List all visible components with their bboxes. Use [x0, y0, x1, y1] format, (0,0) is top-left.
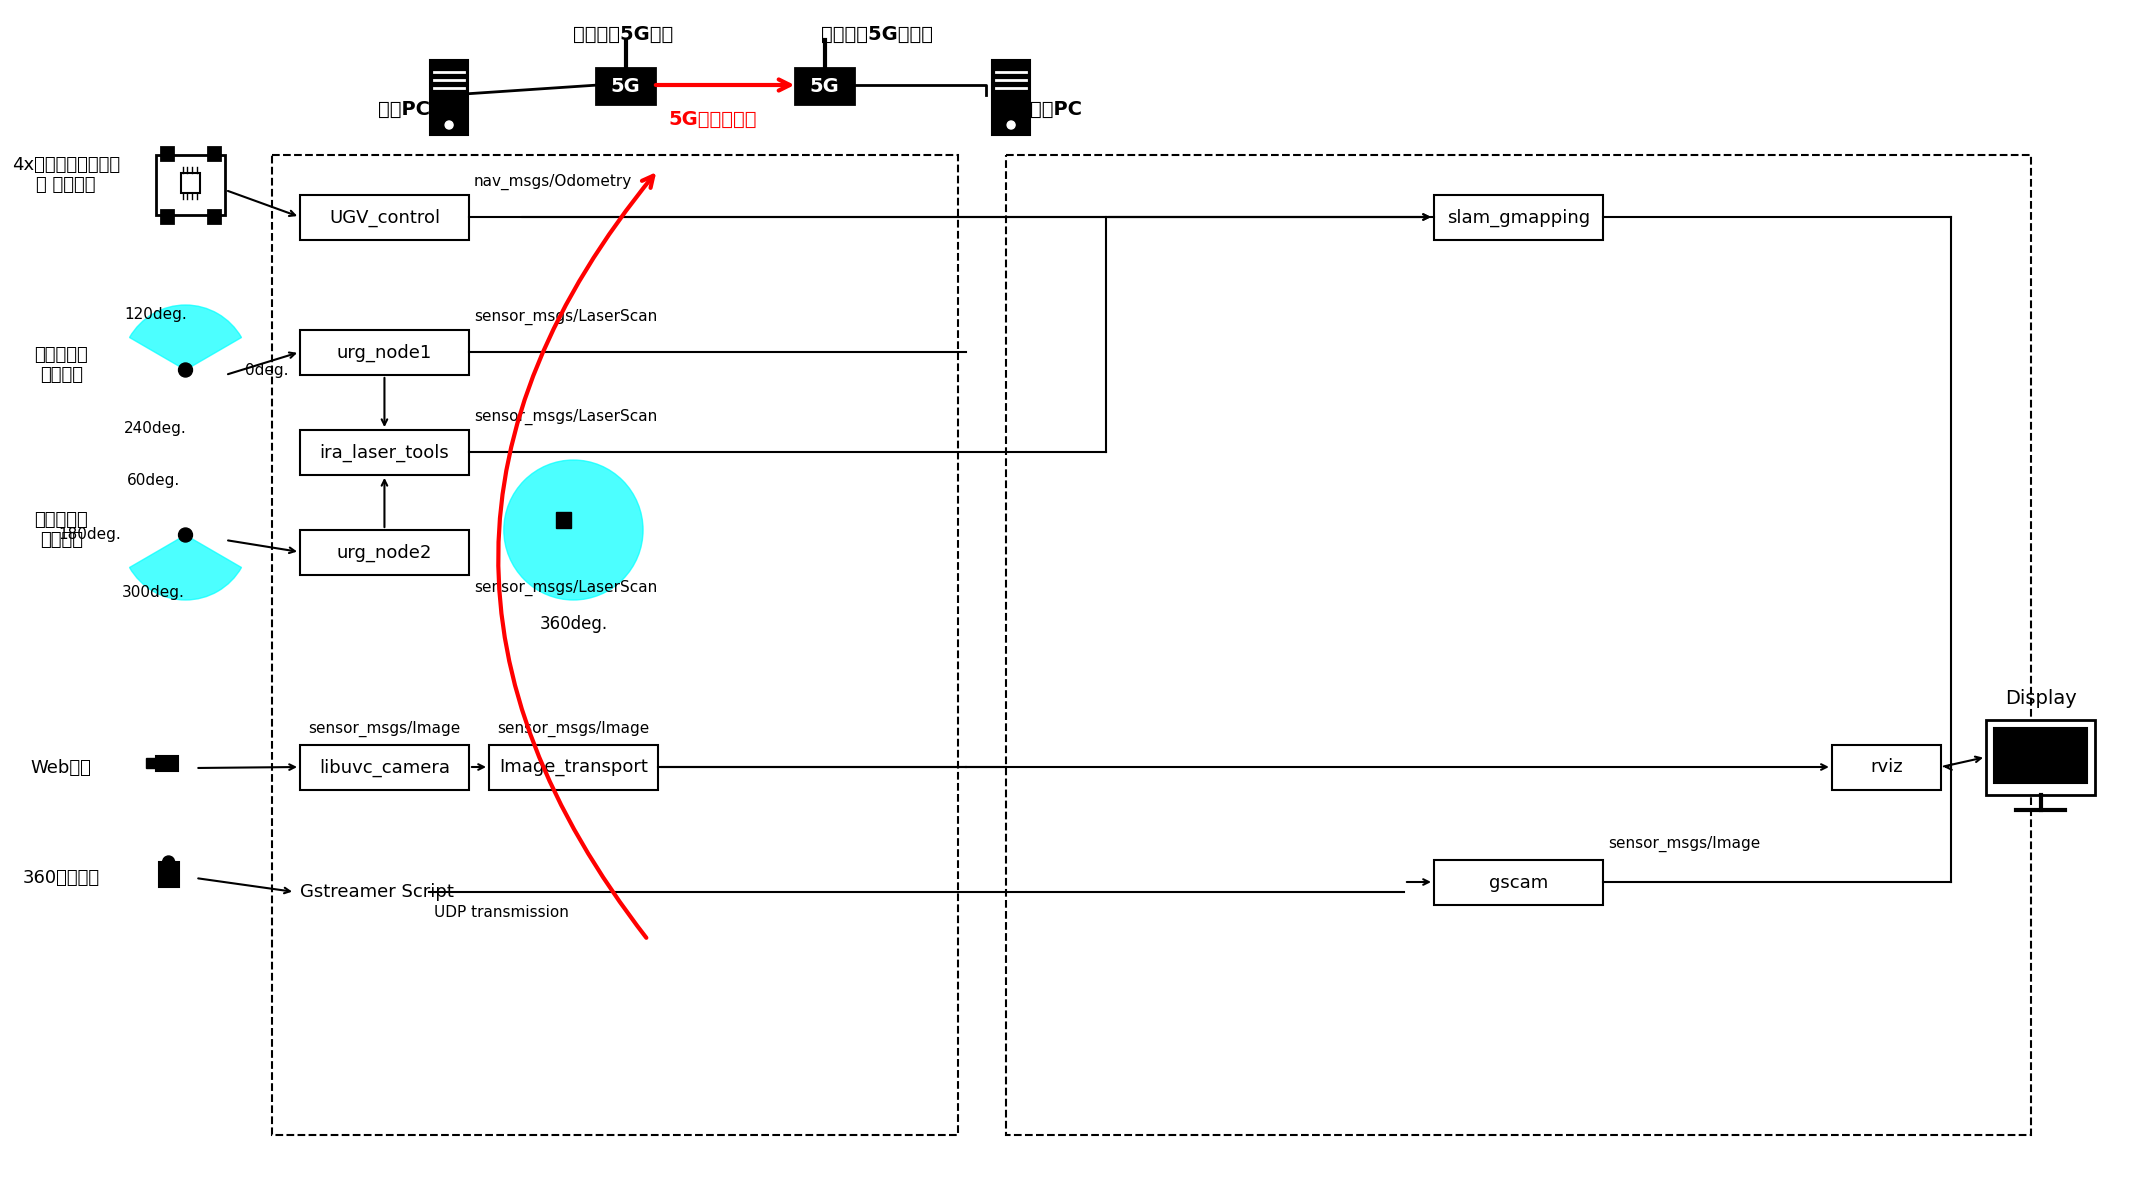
Text: sensor_msgs/LaserScan: sensor_msgs/LaserScan	[474, 580, 657, 596]
Text: sensor_msgs/Image: sensor_msgs/Image	[308, 721, 461, 737]
Circle shape	[446, 121, 452, 128]
FancyBboxPatch shape	[1831, 746, 1941, 789]
Bar	[993, 59, 1030, 136]
Text: Image_transport: Image_transport	[500, 759, 648, 776]
Text: 0deg.: 0deg.	[246, 363, 289, 377]
Text: 240deg.: 240deg.	[125, 421, 187, 435]
Text: 5G上りリンク: 5G上りリンク	[668, 111, 756, 128]
Bar	[162, 147, 172, 161]
Bar	[162, 210, 172, 224]
Text: urg_node2: urg_node2	[336, 543, 433, 561]
Text: UDP transmission: UDP transmission	[435, 905, 569, 920]
FancyBboxPatch shape	[1435, 195, 1603, 240]
FancyBboxPatch shape	[489, 746, 657, 789]
Bar	[181, 174, 200, 193]
FancyBboxPatch shape	[597, 68, 655, 103]
Bar	[155, 756, 177, 770]
Bar	[209, 147, 220, 161]
FancyBboxPatch shape	[299, 746, 470, 789]
Circle shape	[179, 528, 192, 542]
Text: 5G: 5G	[612, 76, 640, 95]
Text: Display: Display	[2005, 688, 2076, 707]
Circle shape	[1008, 121, 1015, 128]
Bar	[146, 759, 155, 768]
Bar	[159, 862, 179, 887]
FancyBboxPatch shape	[299, 331, 470, 375]
FancyBboxPatch shape	[299, 195, 470, 240]
Text: ira_laser_tools: ira_laser_tools	[319, 443, 450, 461]
Text: 車載PC: 車載PC	[379, 100, 431, 119]
Bar	[1006, 155, 2031, 1135]
Text: Gstreamer Script: Gstreamer Script	[299, 883, 454, 901]
FancyBboxPatch shape	[299, 530, 470, 575]
Text: 360deg.: 360deg.	[538, 615, 607, 633]
Text: 制御PC: 制御PC	[1030, 100, 1081, 119]
Text: 300deg.: 300deg.	[123, 585, 185, 600]
Text: Webカム: Webカム	[30, 759, 93, 776]
Text: 5G: 5G	[810, 76, 840, 95]
Text: urg_node1: urg_node1	[336, 344, 433, 361]
Bar	[209, 210, 220, 224]
Bar	[556, 512, 571, 528]
FancyBboxPatch shape	[1435, 860, 1603, 905]
Text: 60deg.: 60deg.	[127, 472, 181, 487]
Text: 測域センサ
（正面）: 測域センサ （正面）	[34, 346, 88, 384]
Text: libuvc_camera: libuvc_camera	[319, 759, 450, 776]
Text: rviz: rviz	[1870, 759, 1902, 776]
Wedge shape	[129, 535, 241, 600]
Text: slam_gmapping: slam_gmapping	[1447, 208, 1590, 227]
Circle shape	[504, 460, 644, 600]
Text: UGV_control: UGV_control	[330, 208, 439, 227]
FancyArrowPatch shape	[498, 176, 653, 938]
Text: ローカル5G端末: ローカル5G端末	[573, 25, 674, 44]
Text: sensor_msgs/Image: sensor_msgs/Image	[1607, 836, 1760, 853]
Text: 180deg.: 180deg.	[58, 528, 121, 542]
Text: nav_msgs/Odometry: nav_msgs/Odometry	[474, 174, 633, 190]
Text: 360度カメラ: 360度カメラ	[22, 869, 99, 887]
Text: 測域センサ
（背面）: 測域センサ （背面）	[34, 510, 88, 549]
Bar	[1986, 721, 2096, 795]
FancyBboxPatch shape	[299, 430, 470, 474]
Bar	[155, 155, 226, 215]
FancyBboxPatch shape	[795, 68, 853, 103]
Circle shape	[164, 856, 174, 868]
Text: sensor_msgs/LaserScan: sensor_msgs/LaserScan	[474, 409, 657, 424]
Text: sensor_msgs/Image: sensor_msgs/Image	[498, 721, 651, 737]
Bar	[1995, 728, 2087, 784]
Text: sensor_msgs/LaserScan: sensor_msgs/LaserScan	[474, 309, 657, 325]
Text: 4xモータエンコーダ
＋ マイコン: 4xモータエンコーダ ＋ マイコン	[13, 156, 121, 194]
Circle shape	[179, 363, 192, 377]
Bar	[271, 155, 959, 1135]
Text: 120deg.: 120deg.	[125, 308, 187, 322]
Wedge shape	[129, 306, 241, 370]
Text: ローカル5G基地局: ローカル5G基地局	[821, 25, 933, 44]
Bar	[431, 59, 467, 136]
Text: gscam: gscam	[1488, 874, 1549, 892]
